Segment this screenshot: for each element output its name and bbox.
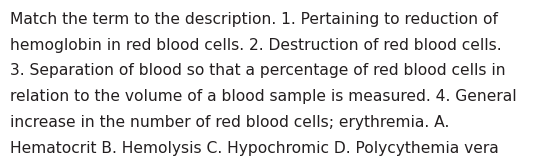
Text: 3. Separation of blood so that a percentage of red blood cells in: 3. Separation of blood so that a percent…	[10, 63, 506, 78]
Text: increase in the number of red blood cells; erythremia. A.: increase in the number of red blood cell…	[10, 115, 449, 130]
Text: hemoglobin in red blood cells. 2. Destruction of red blood cells.: hemoglobin in red blood cells. 2. Destru…	[10, 38, 502, 53]
Text: Hematocrit B. Hemolysis C. Hypochromic D. Polycythemia vera: Hematocrit B. Hemolysis C. Hypochromic D…	[10, 141, 499, 156]
Text: relation to the volume of a blood sample is measured. 4. General: relation to the volume of a blood sample…	[10, 89, 517, 104]
Text: Match the term to the description. 1. Pertaining to reduction of: Match the term to the description. 1. Pe…	[10, 12, 498, 27]
